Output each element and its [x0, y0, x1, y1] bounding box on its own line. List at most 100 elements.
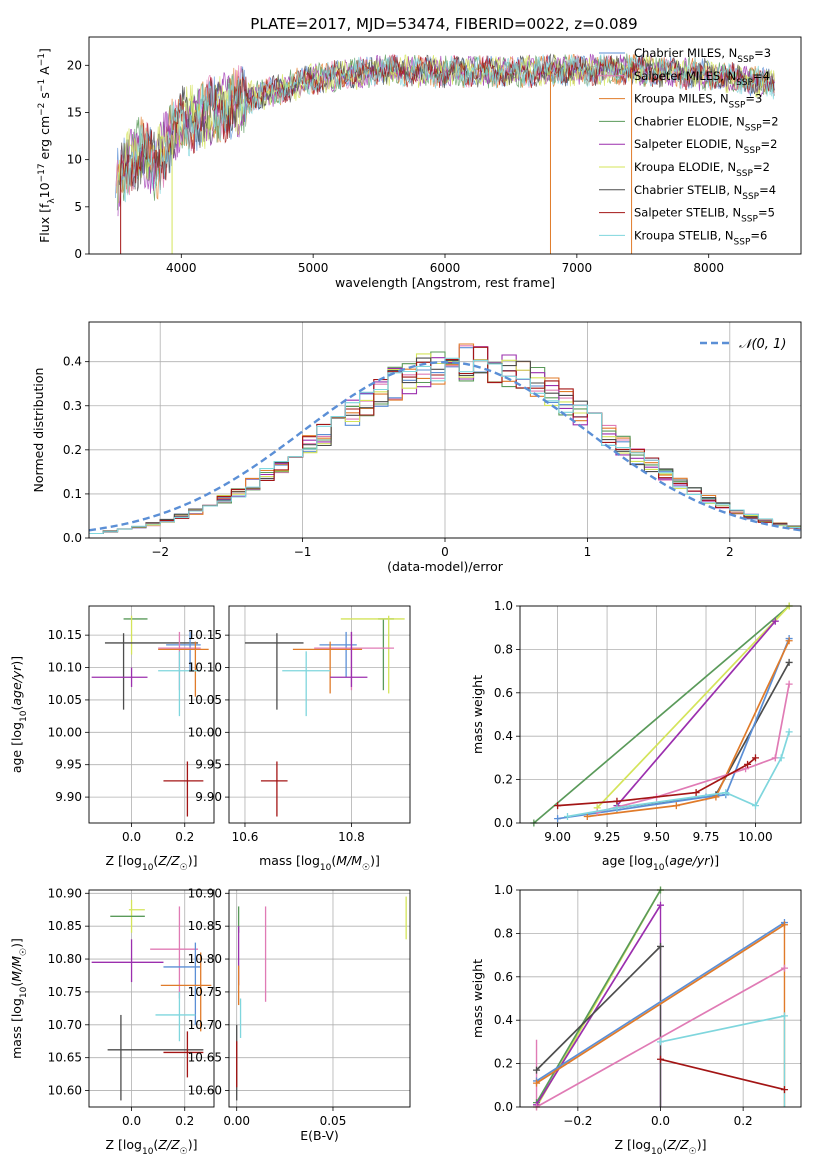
y-axis-label: mass weight [470, 675, 485, 754]
axes-mass_vs_ebv: 0.00 0.05 10.60 10.65 10.70 10.75 10.80 10.85 10… [188, 886, 411, 1143]
y-tick-label: 0.0 [494, 1100, 513, 1114]
legend-label: Salpeter MILES, NSSP=4 [634, 69, 770, 88]
series-line [535, 904, 662, 1106]
y-tick-label: 10.15 [188, 628, 222, 642]
y-tick-label: 0.0 [63, 531, 82, 545]
y-axis-label: mass weight [470, 959, 485, 1038]
legend-label: Chabrier ELODIE, NSSP=2 [634, 114, 779, 133]
y-tick-label: 10.80 [188, 952, 222, 966]
legend-label: 𝒩(0, 1) [739, 337, 786, 352]
data-point [319, 631, 357, 678]
y-tick-label: 5 [74, 200, 82, 214]
data-point [292, 641, 363, 694]
y-tick-label: 0.6 [494, 970, 513, 984]
y-tick-label: 0.0 [494, 816, 513, 830]
x-tick-label: −2 [151, 545, 169, 559]
y-tick-label: 0.4 [63, 355, 82, 369]
axes-frame [88, 889, 215, 1108]
plot-area-mass_vs_Z [91, 899, 212, 1101]
series-line [587, 640, 790, 818]
data-marker [771, 617, 779, 625]
x-axis-label: mass [log10(M/M☉)] [259, 853, 380, 873]
legend-label: Chabrier STELIB, NSSP=4 [634, 183, 776, 202]
series-line [533, 605, 790, 824]
y-tick-label: 0.2 [494, 773, 513, 787]
data-marker [777, 754, 785, 762]
data-point [91, 939, 164, 983]
y-axis-label: mass [log10(M/M☉)] [9, 938, 29, 1059]
y-tick-label: 20 [67, 58, 82, 72]
x-tick-label: 10.00 [738, 830, 772, 844]
x-tick-label: 0 [441, 545, 449, 559]
y-tick-label: 10.65 [48, 1051, 82, 1065]
data-marker [583, 812, 591, 820]
plot-area-massweight_vs_Z [533, 886, 788, 1111]
legend-label: Salpeter ELODIE, NSSP=2 [634, 137, 777, 156]
axes-age_vs_mass: 10.6 10.8 9.90 9.95 10.00 10.05 10.10 10.15 mass… [188, 605, 411, 873]
x-axis-label: Z [log10(Z/Z☉)] [615, 1137, 707, 1157]
y-tick-label: 10.00 [48, 725, 82, 739]
y-tick-label: 9.90 [55, 790, 82, 804]
x-tick-label: 10.6 [232, 830, 259, 844]
y-tick-label: 10.90 [188, 886, 222, 900]
x-tick-label: 0.0 [122, 830, 141, 844]
data-marker [722, 789, 730, 797]
data-point [163, 1031, 204, 1078]
data-marker [613, 797, 621, 805]
y-tick-label: 10.00 [188, 725, 222, 739]
x-axis-label: (data-model)/error [387, 559, 504, 574]
y-axis-label: Flux [fλ10−17 erg cm−2 s−1 A−1] [37, 48, 57, 243]
data-point [160, 952, 212, 1032]
x-tick-label: 6000 [430, 261, 461, 275]
y-tick-label: 10 [67, 153, 82, 167]
y-tick-label: 0.6 [494, 686, 513, 700]
x-tick-label: 9.75 [693, 830, 720, 844]
x-tick-label: 0.2 [175, 830, 194, 844]
x-tick-label: 5000 [298, 261, 329, 275]
plot-area-mass_vs_ebv [236, 896, 407, 1101]
y-tick-label: 0.2 [63, 443, 82, 457]
axes-frame [88, 321, 802, 539]
series-line [536, 923, 785, 1084]
plot-area-age_vs_mass [244, 615, 405, 817]
axes-frame [519, 605, 802, 824]
x-tick-label: 9.50 [643, 830, 670, 844]
y-tick-label: 9.90 [195, 790, 222, 804]
x-tick-label: 0.00 [223, 1114, 250, 1128]
data-marker [657, 901, 664, 909]
axes-frame [228, 605, 411, 824]
y-tick-label: 10.90 [48, 886, 82, 900]
x-tick-label: 0.0 [651, 1114, 670, 1128]
x-axis-label: Z [log10(Z/Z☉)] [106, 853, 198, 873]
y-tick-label: 1.0 [494, 599, 513, 613]
y-tick-label: 0.8 [494, 926, 513, 940]
x-tick-label: 10.8 [338, 830, 365, 844]
x-tick-label: 7000 [562, 261, 593, 275]
data-marker [563, 812, 571, 820]
data-marker [657, 942, 664, 950]
data-marker [785, 658, 793, 666]
data-point [330, 631, 368, 687]
data-marker [785, 680, 793, 688]
data-point [158, 641, 209, 697]
axes-age_vs_Z: 0.0 0.2 9.90 9.95 10.00 10.05 10.10 10.15 Z [log… [9, 605, 215, 873]
data-point [282, 651, 331, 717]
x-axis-label: Z [log10(Z/Z☉)] [106, 1137, 198, 1157]
axes-frame [228, 889, 411, 1108]
data-point [104, 633, 199, 710]
axes-spectrum: 4000 5000 6000 7000 8000 0 5 10 15 20 Chabrier MIL… [37, 36, 802, 290]
series-line [660, 1058, 785, 1091]
data-marker [771, 754, 779, 762]
x-tick-label: 4000 [166, 261, 197, 275]
histogram-series [89, 357, 801, 535]
data-point [378, 618, 395, 691]
data-marker [657, 1055, 664, 1063]
series-line [596, 605, 790, 809]
x-tick-label: 0.0 [122, 1114, 141, 1128]
y-tick-label: 0.4 [494, 729, 513, 743]
series-line [660, 1015, 785, 1043]
data-point [314, 631, 395, 691]
y-tick-label: 10.85 [188, 919, 222, 933]
